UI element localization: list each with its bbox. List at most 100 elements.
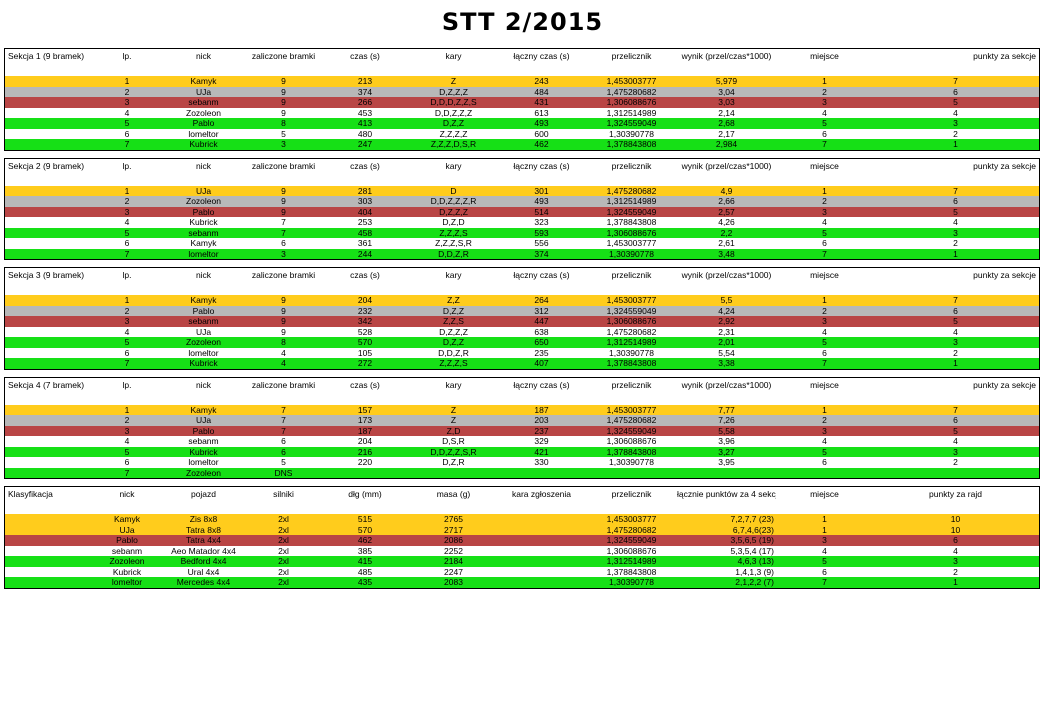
table-cell: Z,Z,Z,S — [439, 358, 468, 368]
table-cell: 9 — [281, 107, 286, 118]
table-cell: 6 — [822, 566, 827, 577]
table-cell: 1,306088676 — [606, 227, 657, 238]
table-row: 2 UJa 9 374 D,Z,Z,Z 484 1,475280682 3,04 2 6 — [5, 86, 1039, 97]
table-row: 3 sebanm 9 266 D,D,D,Z,Z,S 431 1,306088676 3,03… — [5, 97, 1039, 108]
table-cell: 7 — [822, 139, 827, 149]
table-cell: 2,92 — [718, 316, 735, 326]
table-cell: 1,312514989 — [606, 337, 657, 347]
section-title: Sekcja 4 (7 bramek) — [8, 379, 85, 390]
row-label — [5, 405, 94, 416]
table-cell: Tatra 4x4 — [186, 535, 221, 545]
table-cell: 5 — [822, 446, 827, 457]
table-cell: 10 — [950, 524, 961, 535]
table-cell: 5 — [822, 556, 827, 566]
column-header: zaliczone bramki — [251, 51, 316, 61]
table-cell: 1 — [124, 185, 130, 196]
row-label — [5, 228, 94, 239]
table-cell: Z,Z,S — [443, 316, 464, 326]
table-cell: 281 — [357, 185, 373, 196]
table-cell: D,D,Z,R — [438, 248, 469, 259]
column-header: lp. — [122, 270, 132, 280]
table-cell: 4 — [822, 107, 827, 118]
column-header: łączny czas (s) — [513, 379, 570, 390]
table-cell: 9 — [281, 316, 286, 326]
table-cell: 1,324559049 — [606, 206, 657, 217]
table-cell: 4,6,3 (13) — [737, 556, 774, 566]
table-cell: 4 — [124, 107, 130, 118]
table-cell: 4 — [822, 326, 827, 337]
table-cell: 203 — [534, 415, 549, 425]
table-cell: 7 — [953, 404, 958, 415]
table-cell: 2 — [124, 305, 130, 316]
table-cell: 5 — [281, 128, 286, 139]
table-cell: 1 — [124, 76, 130, 86]
table-cell: 2xl — [278, 514, 289, 524]
table-cell: 5 — [822, 337, 827, 347]
table-cell — [776, 468, 873, 479]
column-header: punkty za sekcje — [973, 51, 1036, 61]
table-cell: Pablo — [192, 206, 215, 217]
table-cell: 2252 — [444, 545, 463, 556]
table-cell: 1,324559049 — [606, 305, 657, 316]
table-cell: 1,30390778 — [609, 248, 654, 259]
table-cell: 1 — [953, 577, 958, 587]
table-cell: 5 — [822, 227, 827, 238]
table-cell: 2 — [124, 415, 130, 425]
section-title: Sekcja 3 (9 bramek) — [8, 270, 85, 280]
table-cell: sebanm — [188, 227, 219, 238]
table-cell: 5 — [124, 446, 130, 457]
table-cell: 458 — [357, 227, 373, 238]
row-label — [5, 546, 94, 557]
column-header: łączny czas (s) — [513, 160, 570, 171]
table-cell — [497, 468, 586, 479]
table-cell: 3 — [124, 97, 130, 107]
column-header: punkty za sekcje — [973, 379, 1036, 390]
table-row: 4 UJa 9 528 D,Z,Z,Z 638 1,475280682 2,31 4 4 — [5, 326, 1039, 337]
header-row: Sekcja 3 (9 bramek) lp. nick zaliczone bram… — [5, 268, 1039, 282]
table-cell: 6,7,4,6(23) — [732, 524, 774, 535]
table-cell: 301 — [534, 185, 549, 196]
table-cell: 1,312514989 — [606, 196, 657, 206]
table-cell: 237 — [534, 425, 549, 436]
table-cell: 3 — [953, 556, 958, 566]
table-cell: 6 — [822, 128, 827, 139]
table-cell: UJa — [195, 415, 212, 425]
table-cell: Kubrick — [189, 358, 218, 368]
table-cell: 453 — [357, 107, 373, 118]
table-cell: Zis 8x8 — [189, 514, 218, 524]
table-row: 7 Kubrick 3 247 Z,Z,Z,D,S,R 462 1,378843808 2,9… — [5, 139, 1039, 150]
column-header: punkty za sekcje — [973, 270, 1036, 280]
column-header: czas (s) — [350, 379, 380, 390]
table-row: UJa Tatra 8x8 2xl 570 2717 1,475280682 6,7,4,6… — [5, 524, 1039, 535]
column-header: pojazd — [190, 489, 217, 499]
table-cell: 7 — [822, 248, 827, 259]
column-header: nick — [195, 270, 212, 280]
table-cell: 1 — [953, 358, 958, 368]
table-row: 6 lomeltor 5 480 Z,Z,Z,Z 600 1,30390778 2,17 6 2 — [5, 128, 1039, 139]
column-header: kary — [445, 270, 462, 280]
column-header: lp. — [122, 160, 132, 171]
table-cell: 303 — [357, 196, 373, 206]
table-cell: 3,96 — [718, 436, 735, 446]
table-row: 7 Kubrick 4 272 Z,Z,Z,S 407 1,378843808 3,38 7 1 — [5, 358, 1039, 369]
table-row: 5 Zozoleon 8 570 D,Z,Z 650 1,312514989 2,01 5 3 — [5, 337, 1039, 348]
table-cell: 2184 — [444, 556, 463, 566]
table-cell: 5 — [953, 316, 958, 326]
column-header: przelicznik — [611, 379, 652, 390]
header-row: Sekcja 4 (7 bramek) lp. nick zaliczone bram… — [5, 378, 1039, 392]
table-cell: Zozoleon — [186, 337, 221, 347]
table-cell: 2,68 — [718, 118, 735, 128]
table-cell — [497, 567, 586, 578]
column-header: lp. — [122, 51, 132, 61]
table-cell: 3 — [281, 248, 286, 259]
table-cell: lomeltor — [188, 457, 219, 467]
table-cell: 232 — [357, 305, 373, 316]
table-cell: lomeltor — [188, 248, 219, 259]
table-cell: 7 — [281, 227, 286, 238]
table-cell: sebanm — [188, 436, 219, 446]
table-row: Kamyk Zis 8x8 2xl 515 2765 1,453003777 7,2,7,7… — [5, 514, 1039, 525]
table-cell: D,Z,Z — [442, 305, 465, 316]
section-title: Klasyfikacja — [8, 489, 53, 499]
row-label — [5, 186, 94, 197]
table-cell: 5 — [124, 337, 130, 347]
